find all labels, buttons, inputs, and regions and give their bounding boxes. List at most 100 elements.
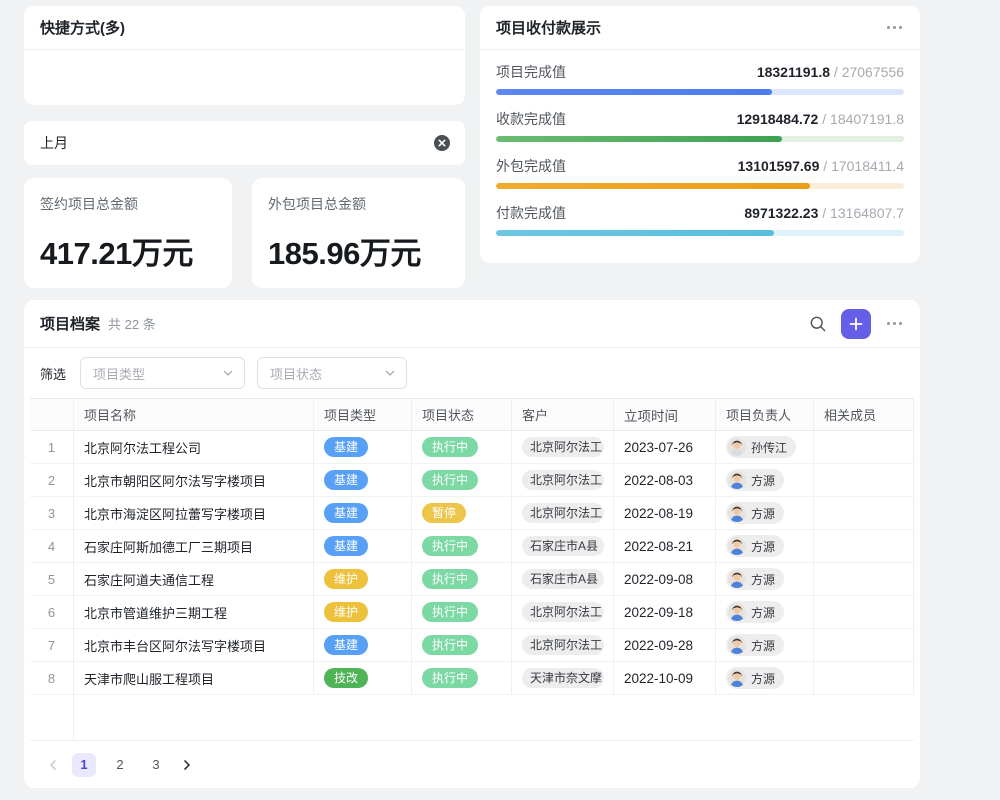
related-members-cell[interactable]: [814, 596, 914, 629]
project-owner-cell[interactable]: 方源: [716, 662, 814, 695]
page-button-1[interactable]: 1: [72, 752, 96, 777]
project-status-badge: 执行中: [422, 437, 479, 457]
related-members-cell[interactable]: [814, 497, 914, 530]
prev-page-icon[interactable]: [46, 758, 60, 772]
project-name-cell[interactable]: 北京市朝阳区阿尔法写字楼项目: [74, 464, 314, 497]
ellipsis-menu-icon[interactable]: [885, 22, 904, 33]
avatar: [728, 438, 746, 456]
table-row[interactable]: 1 北京阿尔法工程公司 基建 执行中 北京阿尔法工 2023-07-26 孙传江: [30, 431, 914, 464]
filter-dropdown-project-type[interactable]: 项目类型: [80, 357, 246, 389]
project-owner-cell[interactable]: 孙传江: [716, 431, 814, 464]
project-status-cell[interactable]: 执行中: [412, 464, 512, 497]
project-status-cell[interactable]: 执行中: [412, 596, 512, 629]
project-status-cell[interactable]: 执行中: [412, 563, 512, 596]
table-row[interactable]: 6 北京市管道维护三期工程 维护 执行中 北京阿尔法工 2022-09-18 方源: [30, 596, 914, 629]
filter-label: 筛选: [40, 366, 67, 382]
project-name-cell[interactable]: 石家庄阿道夫通信工程: [74, 563, 314, 596]
start-date-cell[interactable]: 2022-09-18: [614, 596, 716, 629]
project-type-cell[interactable]: 基建: [314, 629, 412, 662]
project-status-cell[interactable]: 执行中: [412, 662, 512, 695]
add-record-button[interactable]: [841, 308, 871, 339]
table-row[interactable]: 3 北京市海淀区阿拉蕾写字楼项目 基建 暂停 北京阿尔法工 2022-08-19 方源: [30, 497, 914, 530]
start-date-cell[interactable]: 2022-09-28: [614, 629, 716, 662]
archive-ellipsis-menu-icon[interactable]: [885, 318, 904, 329]
project-owner-cell[interactable]: 方源: [716, 497, 814, 530]
stat-card-outsourced-total: 外包项目总金额 185.96万元: [252, 178, 465, 288]
project-type-cell[interactable]: 技改: [314, 662, 412, 695]
avatar: [728, 669, 746, 687]
start-date-cell[interactable]: 2022-09-08: [614, 563, 716, 596]
project-status-cell[interactable]: 暂停: [412, 497, 512, 530]
project-owner-cell[interactable]: 方源: [716, 629, 814, 662]
project-status-badge: 执行中: [422, 470, 479, 490]
related-members-cell[interactable]: [814, 464, 914, 497]
project-status-cell[interactable]: 执行中: [412, 629, 512, 662]
project-name-cell[interactable]: 北京市管道维护三期工程: [74, 596, 314, 629]
customer-cell[interactable]: 北京阿尔法工: [512, 431, 614, 464]
project-owner-cell[interactable]: 方源: [716, 530, 814, 563]
related-members-cell[interactable]: [814, 662, 914, 695]
project-name-cell[interactable]: 天津市爬山服工程项目: [74, 662, 314, 695]
customer-cell[interactable]: 石家庄市A县: [512, 530, 614, 563]
avatar: [728, 570, 746, 588]
project-type-badge: 基建: [324, 635, 369, 655]
row-number: 6: [30, 596, 74, 629]
related-members-cell[interactable]: [814, 530, 914, 563]
filter-dropdown-project-status[interactable]: 项目状态: [257, 357, 408, 389]
project-owner-cell[interactable]: 方源: [716, 563, 814, 596]
table-row[interactable]: 2 北京市朝阳区阿尔法写字楼项目 基建 执行中 北京阿尔法工 2022-08-03 方源: [30, 464, 914, 497]
start-date-cell[interactable]: 2022-08-03: [614, 464, 716, 497]
table-row[interactable]: 8 天津市爬山服工程项目 技改 执行中 天津市奈文摩 2022-10-09 方源: [30, 662, 914, 695]
progress-values: 18321191.8 / 27067556: [756, 64, 904, 80]
related-members-cell[interactable]: [814, 563, 914, 596]
project-status-badge: 执行中: [422, 569, 479, 589]
project-name-cell[interactable]: 石家庄阿斯加德工厂三期项目: [74, 530, 314, 563]
progress-label: 项目完成值: [496, 64, 566, 80]
project-status-cell[interactable]: 执行中: [412, 530, 512, 563]
circle-x-icon[interactable]: [433, 134, 451, 152]
project-status-cell[interactable]: 执行中: [412, 431, 512, 464]
search-icon[interactable]: [809, 315, 827, 333]
customer-cell[interactable]: 北京阿尔法工: [512, 464, 614, 497]
customer-cell[interactable]: 北京阿尔法工: [512, 629, 614, 662]
project-owner-cell[interactable]: 方源: [716, 464, 814, 497]
shortcuts-title: 快捷方式(多): [40, 20, 125, 37]
project-name-cell[interactable]: 北京市海淀区阿拉蕾写字楼项目: [74, 497, 314, 530]
column-header-3: 项目状态: [412, 398, 512, 431]
project-type-cell[interactable]: 基建: [314, 464, 412, 497]
customer-cell[interactable]: 北京阿尔法工: [512, 497, 614, 530]
project-name-cell[interactable]: 北京阿尔法工程公司: [74, 431, 314, 464]
table-row[interactable]: 5 石家庄阿道夫通信工程 维护 执行中 石家庄市A县 2022-09-08 方源: [30, 563, 914, 596]
page-button-2[interactable]: 2: [116, 757, 124, 772]
related-members-cell[interactable]: [814, 629, 914, 662]
owner-badge: 方源: [726, 568, 785, 590]
start-date-cell[interactable]: 2023-07-26: [614, 431, 716, 464]
project-type-cell[interactable]: 基建: [314, 431, 412, 464]
table-row[interactable]: 4 石家庄阿斯加德工厂三期项目 基建 执行中 石家庄市A县 2022-08-21 方源: [30, 530, 914, 563]
start-date-cell[interactable]: 2022-10-09: [614, 662, 716, 695]
project-type-cell[interactable]: 维护: [314, 563, 412, 596]
project-name-cell[interactable]: 北京市丰台区阿尔法写字楼项目: [74, 629, 314, 662]
related-members-cell[interactable]: [814, 431, 914, 464]
start-date-cell[interactable]: 2022-08-19: [614, 497, 716, 530]
start-date-cell[interactable]: 2022-08-21: [614, 530, 716, 563]
table-row[interactable]: 7 北京市丰台区阿尔法写字楼项目 基建 执行中 北京阿尔法工 2022-09-28 方源: [30, 629, 914, 662]
quick-filter-chip[interactable]: 上月: [24, 121, 465, 165]
customer-cell[interactable]: 天津市奈文摩: [512, 662, 614, 695]
project-type-badge: 基建: [324, 503, 369, 523]
project-type-badge: 维护: [324, 569, 369, 589]
project-type-cell[interactable]: 基建: [314, 497, 412, 530]
avatar: [728, 504, 746, 522]
next-page-icon[interactable]: [180, 758, 194, 772]
avatar: [728, 471, 746, 489]
project-status-badge: 执行中: [422, 602, 479, 622]
customer-cell[interactable]: 北京阿尔法工: [512, 596, 614, 629]
page-button-3[interactable]: 3: [152, 757, 160, 772]
customer-badge: 北京阿尔法工: [522, 437, 604, 457]
project-type-cell[interactable]: 基建: [314, 530, 412, 563]
project-type-cell[interactable]: 维护: [314, 596, 412, 629]
customer-cell[interactable]: 石家庄市A县: [512, 563, 614, 596]
column-header-6: 项目负责人: [716, 398, 814, 431]
project-owner-cell[interactable]: 方源: [716, 596, 814, 629]
progress-row-payments: 付款完成值 8971322.23 / 13164807.7: [496, 203, 904, 236]
